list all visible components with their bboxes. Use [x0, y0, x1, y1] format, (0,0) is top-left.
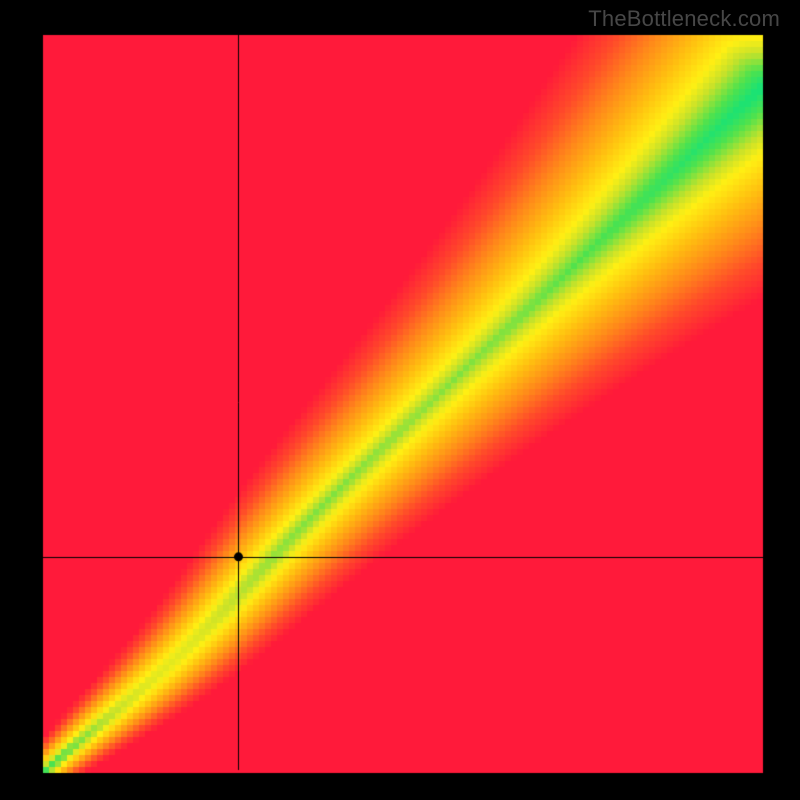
watermark-text: TheBottleneck.com — [588, 6, 780, 32]
heatmap-canvas — [0, 0, 800, 800]
chart-container: TheBottleneck.com — [0, 0, 800, 800]
